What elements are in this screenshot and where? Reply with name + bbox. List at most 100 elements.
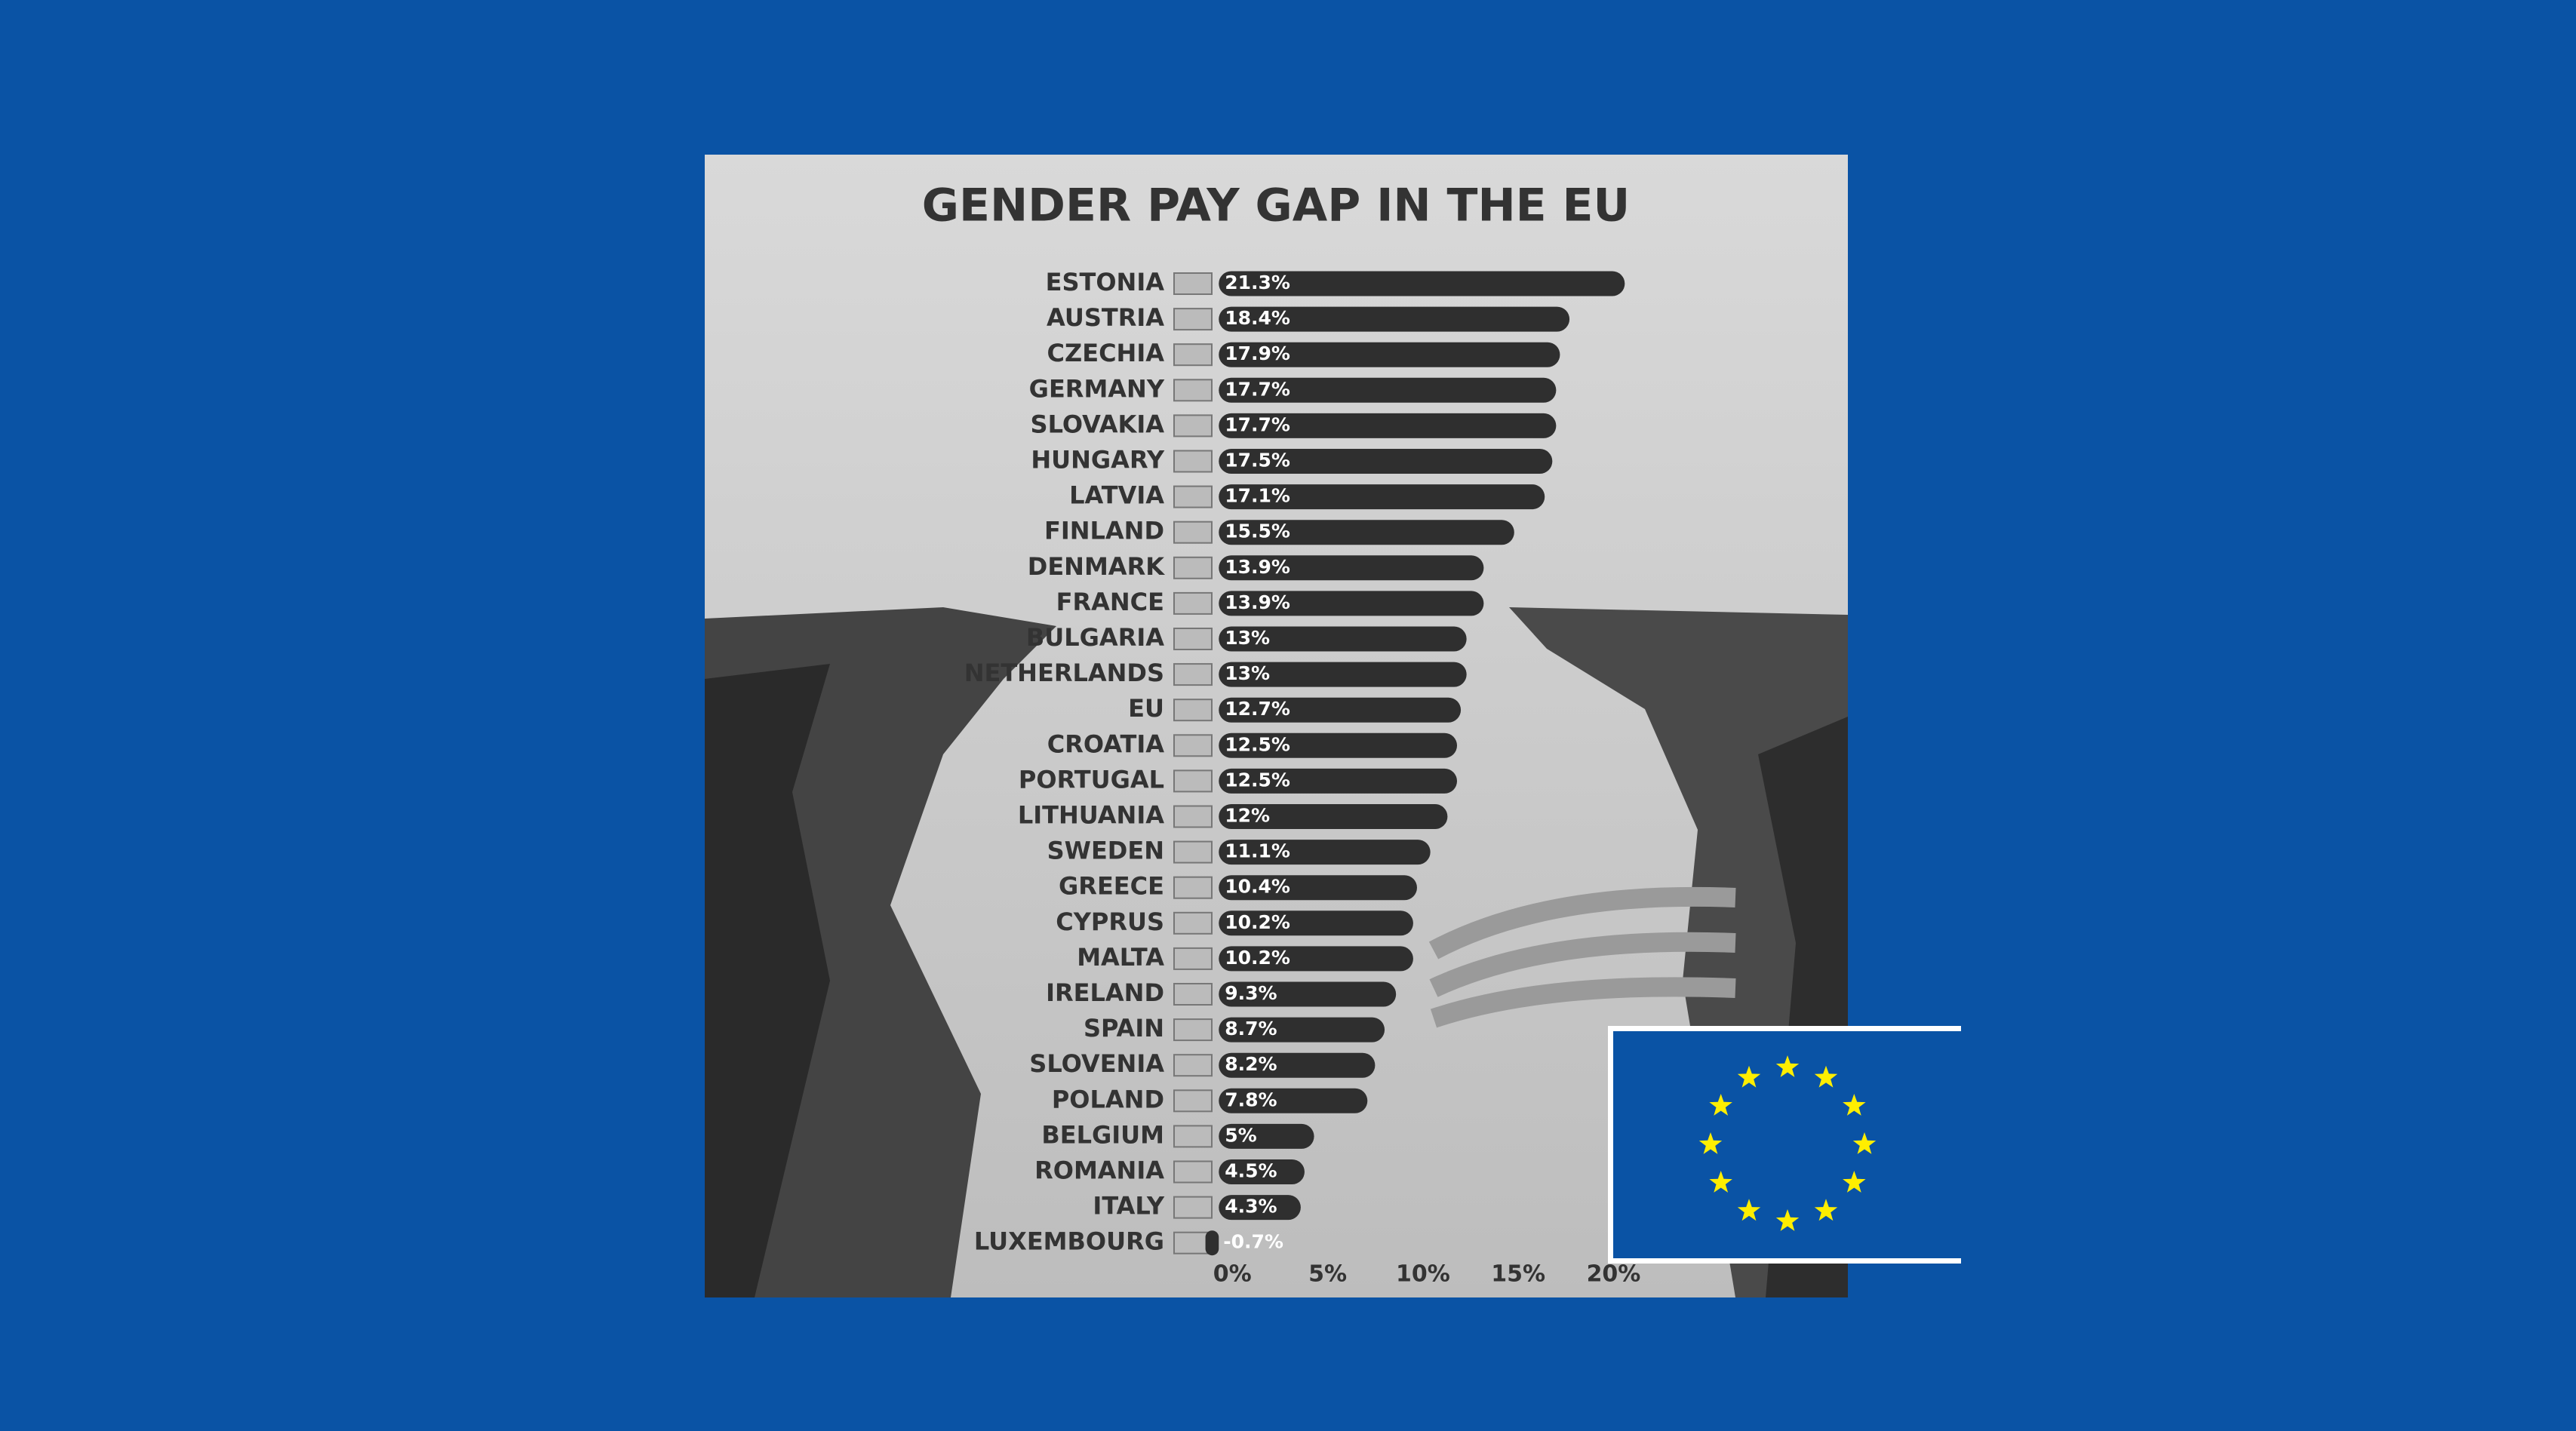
flag-star bbox=[1843, 1094, 1866, 1116]
value-label: 10.2% bbox=[1225, 947, 1290, 969]
category-label: FINLAND bbox=[1044, 517, 1164, 545]
category-label: AUSTRIA bbox=[1047, 303, 1164, 332]
bar bbox=[1219, 271, 1625, 296]
category-label: ITALY bbox=[1093, 1192, 1164, 1221]
flag-icon bbox=[1173, 911, 1213, 935]
flag-star bbox=[1814, 1065, 1838, 1088]
value-label: 18.4% bbox=[1225, 307, 1290, 329]
flag-icon bbox=[1173, 1054, 1213, 1077]
value-label: 15.5% bbox=[1225, 521, 1290, 542]
value-label: 17.9% bbox=[1225, 342, 1290, 364]
value-label: 13% bbox=[1225, 627, 1270, 649]
category-label: MALTA bbox=[1077, 943, 1164, 972]
bar bbox=[1205, 1230, 1219, 1256]
x-tick-label: 5% bbox=[1308, 1261, 1347, 1288]
category-label: DENMARK bbox=[1028, 552, 1165, 581]
value-label: 13% bbox=[1225, 662, 1270, 684]
bar bbox=[1219, 981, 1397, 1007]
bar bbox=[1219, 626, 1467, 652]
flag-icon bbox=[1173, 591, 1213, 615]
bar bbox=[1219, 732, 1458, 758]
category-label: FRANCE bbox=[1056, 588, 1164, 616]
bar bbox=[1219, 591, 1484, 616]
value-label: 17.1% bbox=[1225, 485, 1290, 507]
category-label: POLAND bbox=[1052, 1085, 1164, 1113]
value-label: 17.5% bbox=[1225, 450, 1290, 471]
eu-flag bbox=[1608, 1026, 1961, 1264]
value-label: 13.9% bbox=[1225, 556, 1290, 578]
category-label: PORTUGAL bbox=[1019, 765, 1164, 794]
value-label: 7.8% bbox=[1225, 1089, 1277, 1110]
bar bbox=[1219, 306, 1570, 332]
flag-icon bbox=[1173, 805, 1213, 828]
category-label: SPAIN bbox=[1084, 1014, 1164, 1043]
category-label: BELGIUM bbox=[1041, 1120, 1164, 1149]
flag-icon bbox=[1173, 1089, 1213, 1113]
flag-icon bbox=[1173, 414, 1213, 438]
category-label: HUNGARY bbox=[1031, 446, 1164, 474]
bar bbox=[1219, 413, 1557, 438]
bar bbox=[1219, 662, 1467, 687]
value-label: 12.5% bbox=[1225, 733, 1290, 755]
flag-star bbox=[1843, 1171, 1866, 1193]
bar bbox=[1219, 804, 1448, 829]
value-label: 12% bbox=[1225, 805, 1270, 827]
bar bbox=[1219, 1195, 1301, 1221]
value-label: 21.3% bbox=[1225, 272, 1290, 293]
bar bbox=[1219, 520, 1514, 545]
bar bbox=[1219, 555, 1484, 581]
flag-star bbox=[1737, 1065, 1761, 1088]
bar bbox=[1219, 697, 1462, 723]
flag-star bbox=[1698, 1132, 1723, 1154]
flag-icon bbox=[1173, 734, 1213, 757]
flag-icon bbox=[1173, 699, 1213, 722]
category-label: SLOVENIA bbox=[1029, 1049, 1164, 1078]
bar bbox=[1219, 1088, 1368, 1113]
category-label: LITHUANIA bbox=[1018, 801, 1164, 830]
bar bbox=[1219, 910, 1413, 936]
flag-icon bbox=[1173, 663, 1213, 686]
value-label: 13.9% bbox=[1225, 591, 1290, 613]
flag-icon bbox=[1173, 521, 1213, 544]
x-tick-label: 20% bbox=[1587, 1261, 1641, 1288]
flag-star bbox=[1775, 1209, 1800, 1231]
value-label: 17.7% bbox=[1225, 378, 1290, 400]
category-label: SLOVAKIA bbox=[1031, 410, 1165, 438]
category-label: LATVIA bbox=[1069, 481, 1164, 510]
flag-icon bbox=[1173, 1196, 1213, 1219]
value-label: 10.2% bbox=[1225, 911, 1290, 933]
x-tick-label: 15% bbox=[1491, 1261, 1545, 1288]
category-label: NETHERLANDS bbox=[964, 659, 1164, 687]
value-label: 10.4% bbox=[1225, 876, 1290, 898]
bar bbox=[1219, 768, 1458, 794]
category-label: CYPRUS bbox=[1056, 907, 1164, 936]
flag-icon bbox=[1173, 1160, 1213, 1184]
flag-icon bbox=[1173, 343, 1213, 367]
category-label: IRELAND bbox=[1046, 978, 1164, 1007]
flag-icon bbox=[1173, 840, 1213, 864]
bar bbox=[1219, 1017, 1385, 1043]
flag-icon bbox=[1173, 272, 1213, 295]
flag-star bbox=[1709, 1094, 1732, 1116]
category-label: CZECHIA bbox=[1047, 339, 1165, 367]
flag-icon bbox=[1173, 1125, 1213, 1148]
bar bbox=[1219, 1052, 1376, 1078]
value-label: 12.5% bbox=[1225, 769, 1290, 791]
flag-icon bbox=[1173, 308, 1213, 331]
flag-icon bbox=[1173, 628, 1213, 650]
value-label: 8.2% bbox=[1225, 1053, 1277, 1075]
bar bbox=[1219, 875, 1417, 901]
flag-star bbox=[1709, 1171, 1732, 1193]
value-label: 11.1% bbox=[1225, 840, 1290, 862]
bar bbox=[1219, 840, 1431, 865]
category-label: CROATIA bbox=[1047, 729, 1164, 758]
bar bbox=[1219, 1123, 1314, 1149]
x-tick-label: 10% bbox=[1396, 1261, 1450, 1288]
category-label: EU bbox=[1128, 694, 1164, 723]
flag-star bbox=[1852, 1132, 1877, 1154]
category-label: SWEDEN bbox=[1047, 837, 1164, 865]
chart-title: GENDER PAY GAP IN THE EU bbox=[922, 180, 1631, 232]
bar bbox=[1219, 449, 1553, 474]
